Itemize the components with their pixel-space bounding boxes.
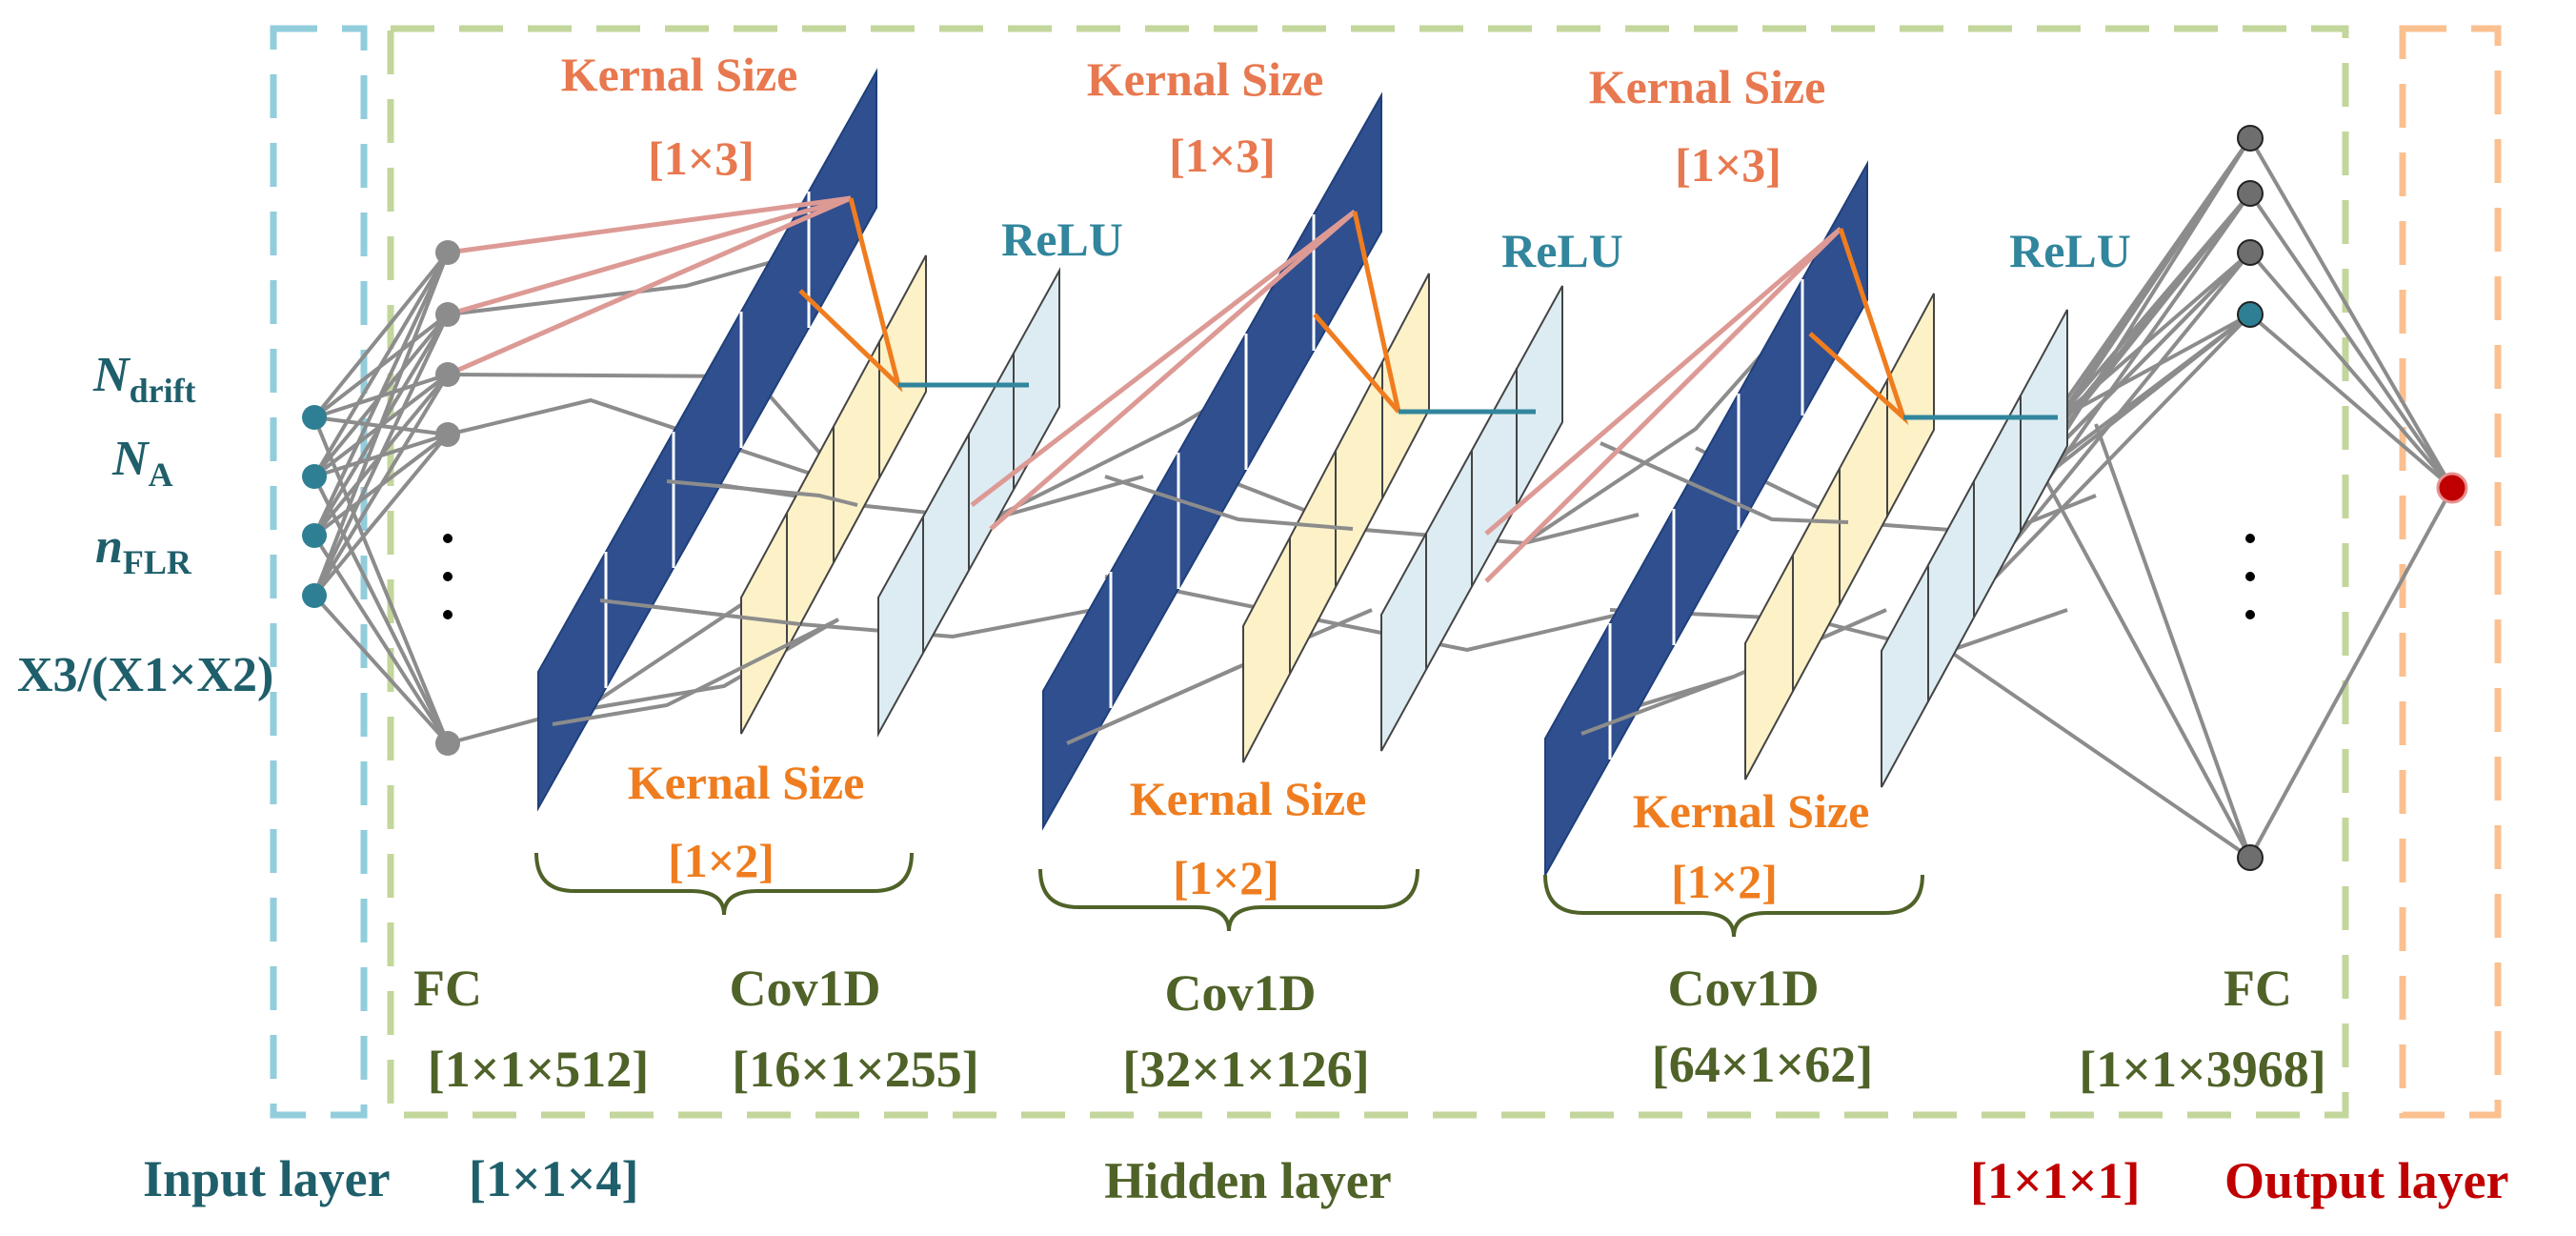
input-layer-label: Input layer xyxy=(143,1150,391,1207)
kernel-bottom-dims-3: [1×2] xyxy=(1671,855,1778,908)
hidden-layer-box xyxy=(387,25,2349,1119)
conv1-name: Cov1D xyxy=(730,960,881,1017)
output-layer-label: Output layer xyxy=(2224,1152,2509,1209)
relu-connectors xyxy=(898,382,2058,420)
kernel-top-label-1: Kernal Size xyxy=(561,48,798,101)
fc-node xyxy=(2237,125,2264,152)
fc-node xyxy=(2237,301,2264,328)
fc-node xyxy=(435,731,460,756)
brace-block-2 xyxy=(1038,868,1419,932)
relu-label-2: ReLU xyxy=(1501,224,1623,277)
output-layer-box xyxy=(2399,25,2502,1119)
kernel-top-dims-2: [1×3] xyxy=(1169,129,1276,182)
conv3-layer xyxy=(1544,160,1868,879)
input-node xyxy=(302,464,327,489)
ellipsis-dot xyxy=(2245,572,2255,581)
kernel-top-dims-1: [1×3] xyxy=(648,132,755,185)
hidden-layer-label: Hidden layer xyxy=(1104,1152,1392,1209)
fc-node xyxy=(2237,239,2264,266)
output-layer-dims: [1×1×1] xyxy=(1970,1152,2141,1209)
relu-label-1: ReLU xyxy=(1001,213,1123,266)
input-label-ratio: X3/(X1×X2) xyxy=(17,648,273,702)
braces xyxy=(534,852,1924,938)
input-node xyxy=(302,523,327,548)
kernel-top-label-3: Kernal Size xyxy=(1589,60,1826,113)
conv2-name: Cov1D xyxy=(1165,964,1317,1022)
ellipsis-dot xyxy=(443,572,453,581)
conv-block-1 xyxy=(537,68,1060,812)
fc-node xyxy=(435,302,460,327)
fc-node xyxy=(435,240,460,265)
fc-last-dims: [1×1×3968] xyxy=(2079,1041,2326,1098)
relu-label-3: ReLU xyxy=(2009,224,2131,277)
input-layer-dims: [1×1×4] xyxy=(469,1150,639,1207)
fc-first-nodes xyxy=(435,240,460,756)
brace-block-3 xyxy=(1543,874,1924,938)
input-label-na: NA xyxy=(111,432,173,494)
fc-last-name: FC xyxy=(2224,960,2292,1017)
conv3-name: Cov1D xyxy=(1668,960,1820,1017)
kernel-bottom-label-2: Kernal Size xyxy=(1130,772,1367,825)
input-nodes xyxy=(302,405,327,608)
conv-block-3 xyxy=(1544,160,2068,879)
fc-last-nodes xyxy=(2237,125,2264,871)
conv1-dims: [16×1×255] xyxy=(732,1041,979,1098)
kernel-bottom-dims-1: [1×2] xyxy=(668,834,775,887)
conv2-layer xyxy=(1042,91,1382,831)
ellipsis-dot xyxy=(443,610,453,619)
ellipsis-dot xyxy=(443,534,453,543)
conv3-dims: [64×1×62] xyxy=(1652,1036,1874,1093)
conv1-layer xyxy=(537,68,877,812)
input-label-ndrift: Ndrift xyxy=(92,348,196,410)
fc-node xyxy=(2237,844,2264,871)
input-node xyxy=(302,405,327,430)
brace-block-1 xyxy=(534,852,914,916)
input-layer-box xyxy=(270,25,368,1119)
output-node xyxy=(2436,472,2468,504)
kernel-top-dims-3: [1×3] xyxy=(1675,138,1781,192)
input-node xyxy=(302,583,327,608)
kernel-bottom-dims-2: [1×2] xyxy=(1173,851,1279,904)
fc-node xyxy=(435,422,460,447)
fc-node xyxy=(435,362,460,387)
fc-node xyxy=(2237,180,2264,207)
gray-overlay-lines xyxy=(552,441,1849,745)
conv2-dims: [32×1×126] xyxy=(1122,1041,1370,1098)
kernel-bottom-label-1: Kernal Size xyxy=(628,756,865,809)
kernel-top-label-2: Kernal Size xyxy=(1087,52,1324,106)
ellipsis-dot xyxy=(2245,534,2255,543)
fc-first-name: FC xyxy=(413,960,482,1017)
ellipsis-dot xyxy=(2245,610,2255,619)
input-label-nflr: nFLR xyxy=(95,519,192,581)
kernel-3-lines xyxy=(446,195,1842,583)
kernel-bottom-label-3: Kernal Size xyxy=(1633,784,1870,838)
fc-first-dims: [1×1×512] xyxy=(428,1041,650,1098)
